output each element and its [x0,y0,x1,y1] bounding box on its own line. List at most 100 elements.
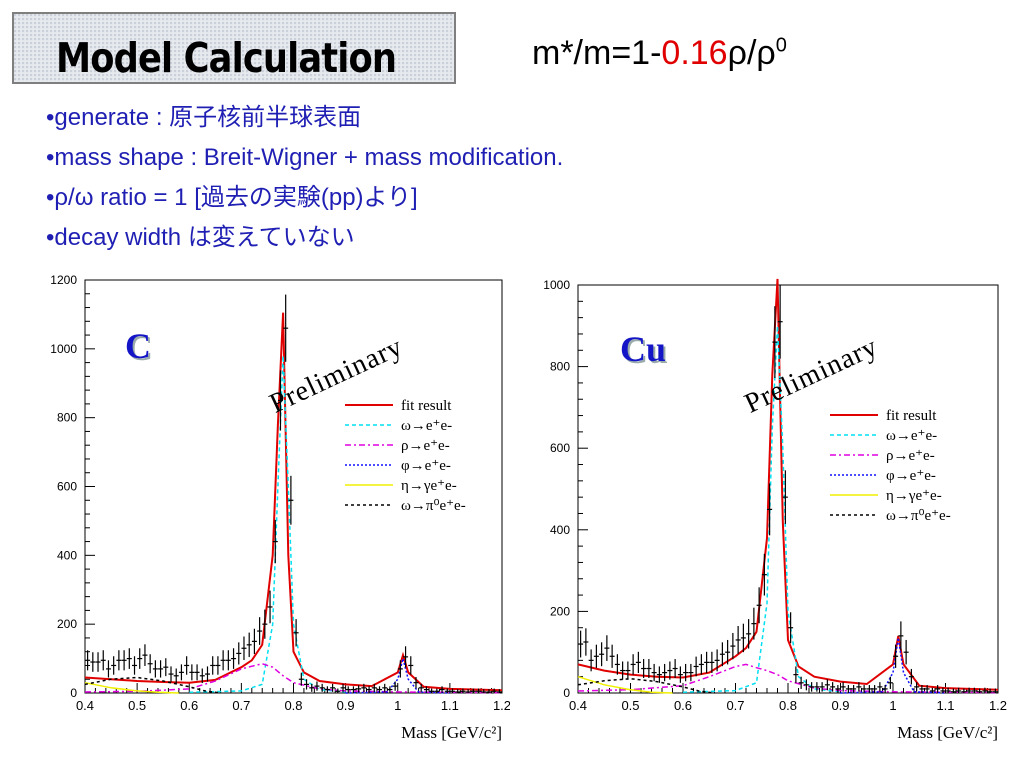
data-point [444,688,450,693]
data-point [319,683,325,692]
data-point [257,617,263,645]
data-point [740,623,746,653]
x-tick-label: 0.9 [831,698,849,713]
data-point [486,689,492,693]
data-point [803,679,809,691]
legend-entry: ρ→e⁺e- [886,448,935,464]
data-point [152,660,158,678]
legend-entry: φ→e⁺e- [886,468,936,484]
data-point [767,483,773,536]
mass-spectrum-chart-carbon: 0.4 0.5 0.6 0.7 0.8 0.9 1 1.1 1.2 0 200 400 600 800 10… [50,273,511,742]
data-point [583,628,589,656]
x-tick-label: 0.7 [726,698,744,713]
data-point [225,650,231,671]
data-point [178,664,184,681]
data-point [929,687,935,693]
data-point [798,676,804,689]
formula-slash: / [746,34,757,72]
x-tick-label: 0.9 [337,698,355,713]
data-point [283,294,289,362]
data-point [481,689,487,693]
data-point [158,660,164,678]
y-tick-label: 0 [563,686,570,700]
data-point [893,644,899,668]
data-point [935,685,941,693]
data-point [809,682,815,692]
y-tick-label: 600 [550,441,570,455]
bullet-text: generate : 原子核前半球表面 [54,104,362,131]
data-point [116,650,122,671]
y-tick-label: 1000 [543,278,570,292]
data-point [903,639,909,665]
data-point [184,656,190,675]
target-label: Cu [620,329,666,369]
x-tick-label: 1 [394,698,401,713]
data-point [163,658,169,677]
data-point [940,687,946,693]
data-point [908,668,914,685]
rho-curve [84,662,503,694]
data-point [588,649,594,672]
legend-entry: fit result [401,398,452,414]
data-point [309,683,315,692]
data-point [173,668,179,684]
legend-entry: φ→e⁺e- [401,458,451,474]
data-point [137,648,143,669]
data-point [377,686,383,693]
data-point [147,654,153,674]
data-point [324,686,330,693]
x-axis-label: Mass [GeV/c²] [897,723,998,742]
data-point [872,685,878,693]
data-point [793,666,799,683]
phi-curve [345,658,450,694]
preliminary-watermark: Preliminary [740,331,883,420]
y-tick-label: 800 [550,360,570,374]
data-point [609,644,615,668]
rho-curve [577,663,999,694]
x-tick-label: 0.6 [674,698,692,713]
data-point [460,688,466,693]
data-point [593,644,599,668]
data-point [298,672,304,686]
data-point [132,656,138,675]
bullet-mark: • [46,224,55,251]
data-point [371,683,377,692]
data-point [408,656,414,675]
legend-entry: ρ→e⁺e- [401,438,450,454]
data-point [330,683,336,692]
data-point [418,683,424,692]
data-point [830,682,836,692]
y-tick-label: 200 [57,617,77,631]
data-point [121,650,127,671]
data-point [709,651,715,674]
data-point [772,306,778,379]
data-point [476,688,482,693]
x-axis-label: Mass [GeV/c²] [401,723,502,742]
data-point [335,688,341,693]
data-point [345,686,351,693]
fit-result-curve [84,312,503,692]
data-point [824,679,830,691]
legend-entry: fit result [886,408,937,424]
data-point [751,607,757,640]
data-point [698,654,704,675]
bullet-text: decay width は変えていない [54,224,355,251]
bullet-item: •mass shape : Breit-Wigner + mass modifi… [46,138,563,178]
x-tick-label: 0.5 [621,698,639,713]
data-point [977,688,983,693]
data-point [614,654,620,675]
data-point [898,621,904,651]
data-point [340,683,346,692]
data-point [788,612,794,644]
data-point [168,666,174,682]
data-point [851,685,857,693]
mass-spectrum-chart-copper: 0.4 0.5 0.6 0.7 0.8 0.9 1 1.1 1.2 0 200 400 600 800 10… [543,278,1007,742]
data-point [861,685,867,693]
data-point [630,654,636,675]
data-point [413,677,419,689]
legend-entry: ω→e⁺e- [401,418,452,434]
data-point [277,370,283,431]
x-tick-label: 1.2 [989,698,1007,713]
data-point [662,663,668,682]
data-point [387,686,393,693]
